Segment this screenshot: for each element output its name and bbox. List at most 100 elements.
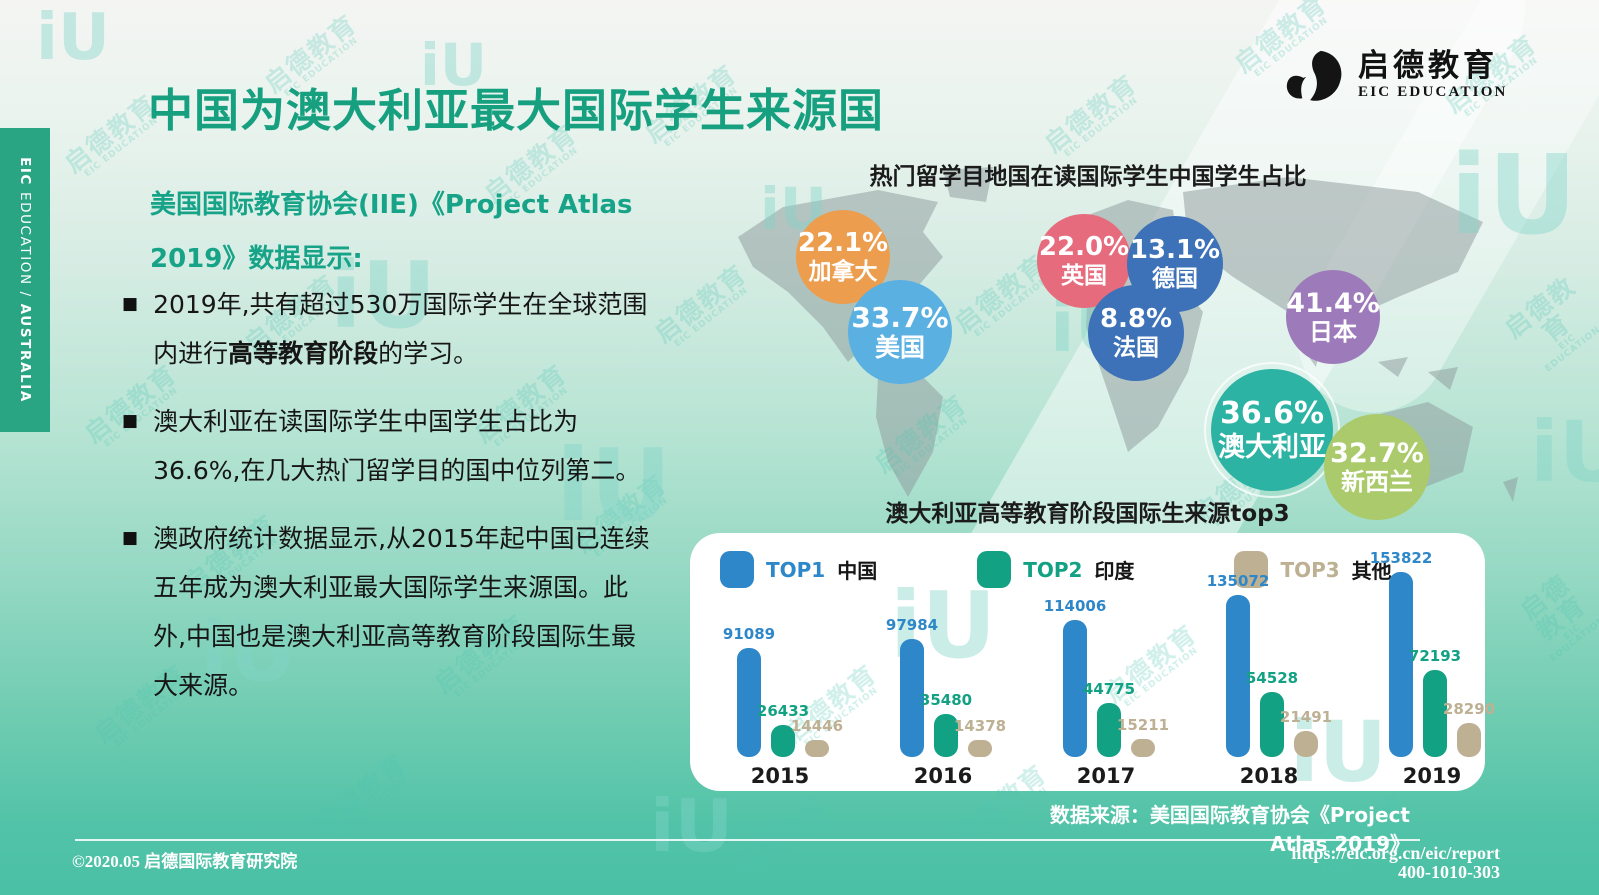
bubble-value: 36.6% bbox=[1219, 396, 1325, 432]
bar-2019-top3 bbox=[1457, 723, 1481, 757]
bar-value-2017-top3: 15211 bbox=[1116, 716, 1170, 734]
bar-value-2016-top1: 97984 bbox=[885, 616, 939, 634]
bubble-value: 22.1% bbox=[797, 227, 889, 258]
bubble-value: 41.4% bbox=[1286, 287, 1380, 319]
bubble-country-label: 英国 bbox=[1061, 262, 1107, 289]
bar-2017-top3 bbox=[1131, 739, 1155, 757]
footer-divider bbox=[75, 839, 1420, 841]
bubble-france: 8.8% 法国 bbox=[1088, 285, 1184, 381]
bar-value-2019-top2: 72193 bbox=[1408, 647, 1462, 665]
bubble-chart-title: 热门留学目地国在读国际学生中国学生占比 bbox=[869, 164, 1307, 190]
bar-value-2018-top3: 21491 bbox=[1279, 708, 1333, 726]
copyright-text: ©2020.05 启德国际教育研究院 bbox=[72, 852, 298, 871]
bubble-nz: 32.7% 新西兰 bbox=[1324, 414, 1430, 520]
bubble-japan: 41.4% 日本 bbox=[1286, 270, 1380, 364]
bubble-uk: 22.0% 英国 bbox=[1037, 214, 1131, 308]
legend-prefix: TOP3 bbox=[1280, 557, 1340, 582]
legend-item-top2: TOP2 印度 bbox=[977, 551, 1134, 588]
eic-logo-cn: 启德教育 bbox=[1358, 48, 1498, 85]
bar-2018-top3 bbox=[1294, 731, 1318, 757]
axis-label-2019: 2019 bbox=[1402, 764, 1462, 788]
axis-label-2016: 2016 bbox=[913, 764, 973, 788]
bar-2015-top3 bbox=[805, 740, 829, 757]
bar-value-2019-top3: 28290 bbox=[1442, 700, 1496, 718]
bar-value-2016-top3: 14378 bbox=[953, 717, 1007, 735]
bar-value-2015-top1: 91089 bbox=[722, 625, 776, 643]
bullet-list: ■ 2019年,共有超过530万国际学生在全球范围内进行高等教育阶段的学习。 ■… bbox=[122, 280, 650, 729]
bar-2016-top1 bbox=[900, 639, 924, 757]
legend-prefix: TOP2 bbox=[1023, 557, 1083, 582]
bar-value-2018-top2: 54528 bbox=[1245, 669, 1299, 687]
bar-value-2015-top3: 14446 bbox=[790, 717, 844, 735]
axis-label-2017: 2017 bbox=[1076, 764, 1136, 788]
bullet-1-bold: 高等教育阶段 bbox=[228, 339, 379, 368]
bullet-square-icon: ■ bbox=[122, 411, 139, 431]
bar-value-2017-top2: 44775 bbox=[1082, 680, 1136, 698]
eic-logo-en: EIC EDUCATION bbox=[1358, 83, 1508, 100]
side-brand-strip: EIC EDUCATION / AUSTRALIA bbox=[0, 128, 50, 432]
bullet-square-icon: ■ bbox=[122, 294, 139, 314]
legend-swatch-top3 bbox=[1234, 551, 1269, 588]
legend-prefix: TOP1 bbox=[766, 557, 826, 582]
legend-swatch-top2 bbox=[977, 551, 1012, 588]
bullet-text-1: 2019年,共有超过530万国际学生在全球范围内进行高等教育阶段的学习。 bbox=[153, 280, 650, 378]
bubble-value: 22.0% bbox=[1038, 231, 1130, 262]
axis-label-2015: 2015 bbox=[750, 764, 810, 788]
bar-2016-top2 bbox=[934, 714, 958, 757]
bar-2019-top1 bbox=[1389, 572, 1413, 757]
eic-logo-icon bbox=[1286, 50, 1342, 101]
bar-2018-top2 bbox=[1260, 692, 1284, 757]
bubble-country-label: 日本 bbox=[1309, 317, 1357, 346]
page-title: 中国为澳大利亚最大国际学生来源国 bbox=[148, 84, 885, 137]
bubble-australia: 36.6% 澳大利亚 bbox=[1204, 362, 1340, 498]
legend-swatch-top1 bbox=[720, 551, 754, 588]
bar-value-2015-top2: 26433 bbox=[756, 702, 810, 720]
bubble-value: 8.8% bbox=[1099, 303, 1173, 334]
axis-label-2018: 2018 bbox=[1239, 764, 1299, 788]
bullet-1-post: 的学习。 bbox=[378, 339, 479, 368]
bar-2015-top1 bbox=[737, 648, 761, 757]
bullet-item-3: ■ 澳政府统计数据显示,从2015年起中国已连续五年成为澳大利亚最大国际学生来源… bbox=[122, 514, 650, 710]
data-source-note: 数据来源：美国国际教育协会《Project Atlas 2019》 bbox=[1049, 803, 1410, 856]
eic-logo-text: 启德教育 EIC EDUCATION bbox=[1358, 49, 1508, 100]
bar-value-2016-top2: 35480 bbox=[919, 691, 973, 709]
bar-value-2017-top1: 114006 bbox=[1043, 597, 1107, 615]
legend-label: 其他 bbox=[1351, 559, 1392, 583]
intro-text: 美国国际教育协会(IIE)《Project Atlas 2019》数据显示: bbox=[150, 190, 633, 274]
bubble-country-label: 美国 bbox=[874, 332, 925, 362]
bubble-usa: 33.7% 美国 bbox=[848, 280, 952, 384]
legend-label: 印度 bbox=[1094, 559, 1135, 583]
footer-url: https://eic.org.cn/eic/report bbox=[1291, 843, 1500, 863]
bar-value-2019-top1: 153822 bbox=[1369, 549, 1433, 567]
bar-2018-top1 bbox=[1226, 595, 1250, 757]
bullet-2-pre: 澳大利亚在读国际学生中国学生占比为36.6%,在几大热门留学目的国中位列第二。 bbox=[153, 407, 641, 485]
eic-logo: 启德教育 EIC EDUCATION bbox=[1282, 46, 1508, 104]
legend-item-top3: TOP3 其他 bbox=[1234, 551, 1392, 588]
bullet-item-1: ■ 2019年,共有超过530万国际学生在全球范围内进行高等教育阶段的学习。 bbox=[122, 280, 650, 378]
bar-2015-top2 bbox=[771, 725, 795, 757]
bullet-3-pre: 澳政府统计数据显示,从2015年起中国已连续五年成为澳大利亚最大国际学生来源国。… bbox=[153, 524, 650, 700]
bubble-value: 33.7% bbox=[851, 300, 949, 334]
bubble-country-label: 澳大利亚 bbox=[1218, 431, 1326, 463]
bubble-value: 13.1% bbox=[1129, 234, 1221, 265]
legend-label: 中国 bbox=[837, 559, 878, 583]
bubble-country-label: 德国 bbox=[1152, 265, 1198, 292]
bar-2017-top1 bbox=[1063, 620, 1087, 757]
bubble-value: 32.7% bbox=[1330, 437, 1424, 469]
bullet-item-2: ■ 澳大利亚在读国际学生中国学生占比为36.6%,在几大热门留学目的国中位列第二… bbox=[122, 397, 650, 495]
legend-item-top1: TOP1 中国 bbox=[720, 551, 877, 588]
bubble-country-label: 新西兰 bbox=[1341, 467, 1413, 496]
bar-chart-legend: TOP1 中国 TOP2 印度 TOP3 其他 bbox=[720, 551, 1392, 588]
bar-value-2018-top1: 135072 bbox=[1206, 572, 1270, 590]
bar-2016-top3 bbox=[968, 740, 992, 757]
bar-chart-title: 澳大利亚高等教育阶段国际生来源top3 bbox=[885, 501, 1290, 527]
bubble-country-label: 加拿大 bbox=[808, 258, 878, 285]
bar-2017-top2 bbox=[1097, 703, 1121, 757]
bullet-text-2: 澳大利亚在读国际学生中国学生占比为36.6%,在几大热门留学目的国中位列第二。 bbox=[153, 397, 650, 495]
bullet-square-icon: ■ bbox=[122, 528, 139, 548]
bubble-country-label: 法国 bbox=[1113, 334, 1159, 361]
bar-2019-top2 bbox=[1423, 670, 1447, 757]
